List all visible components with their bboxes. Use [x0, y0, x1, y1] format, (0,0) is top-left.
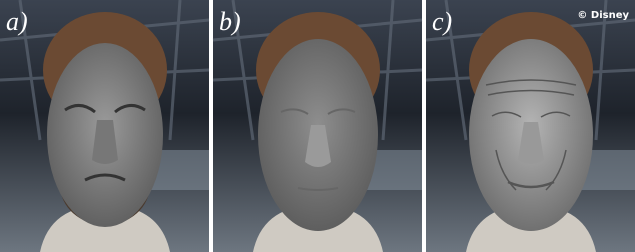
panel-b: b) — [213, 0, 422, 252]
panel-label: b) — [219, 7, 241, 36]
copyright: © Disney — [577, 10, 629, 21]
panel-a: a) — [0, 0, 209, 252]
panel-label: c) — [432, 7, 452, 36]
page: a) b) c) © Disney (() => { const data = … — [0, 0, 635, 252]
figure: a) b) c) © Disney — [0, 0, 635, 252]
panel-c: c) © Disney — [426, 0, 635, 252]
panel-label: a) — [6, 7, 28, 36]
